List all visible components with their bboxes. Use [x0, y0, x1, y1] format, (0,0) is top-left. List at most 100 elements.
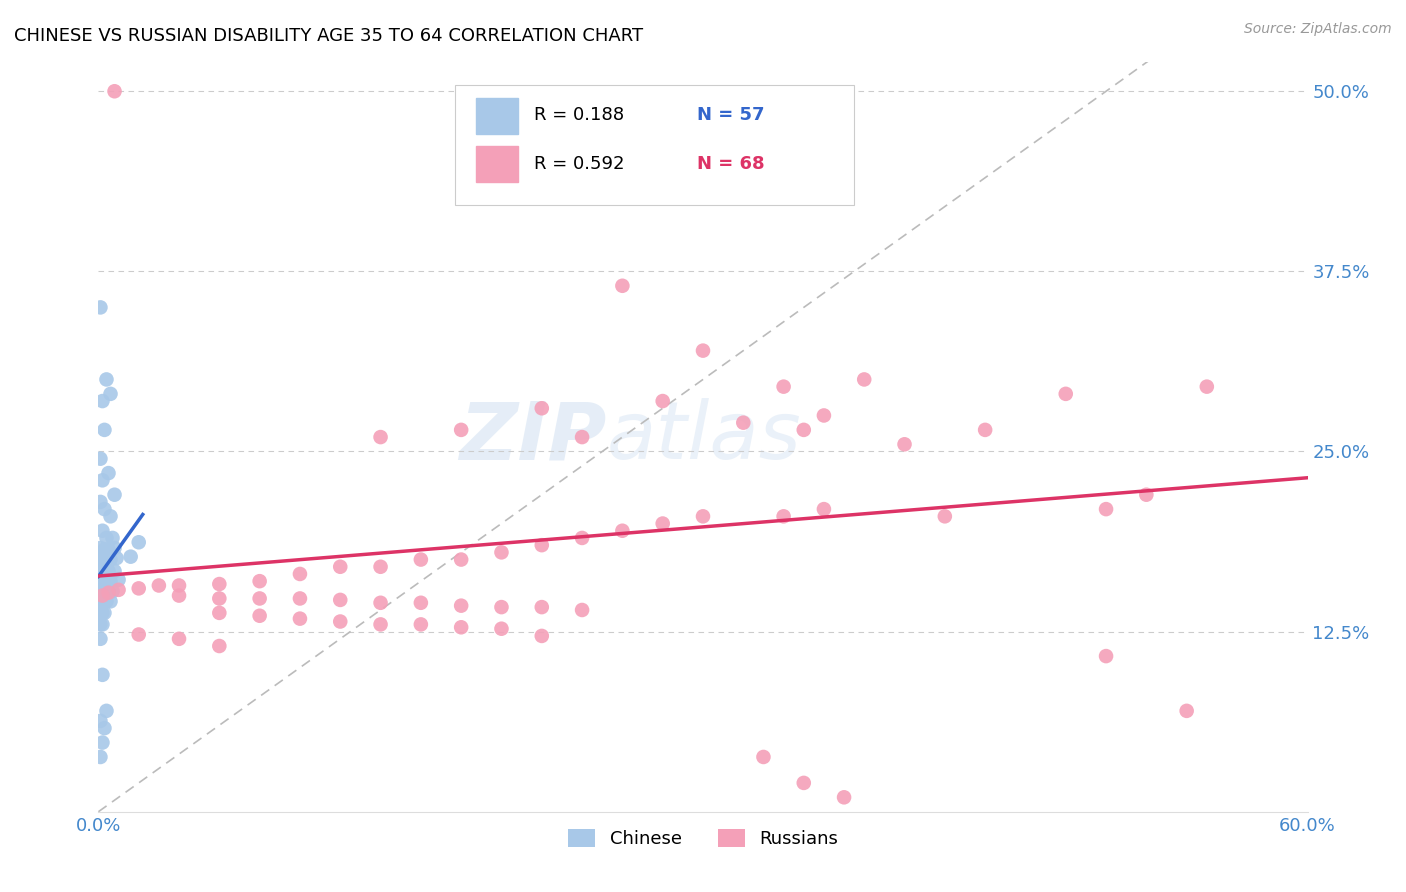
Point: [91, 524, 114, 538]
Point: [91, 735, 114, 749]
Point: [249, 574, 271, 589]
Point: [89, 714, 111, 728]
Point: [491, 622, 513, 636]
Point: [97, 585, 120, 599]
Point: [530, 600, 553, 615]
Point: [101, 584, 124, 599]
Point: [89, 563, 111, 577]
Point: [89, 632, 111, 646]
Point: [934, 509, 956, 524]
Point: [128, 535, 150, 549]
Point: [100, 594, 122, 608]
Point: [96, 372, 118, 386]
Point: [612, 524, 634, 538]
Point: [93, 584, 115, 599]
Point: [89, 301, 111, 315]
Text: CHINESE VS RUSSIAN DISABILITY AGE 35 TO 64 CORRELATION CHART: CHINESE VS RUSSIAN DISABILITY AGE 35 TO …: [14, 27, 643, 45]
Point: [100, 387, 122, 401]
Point: [733, 416, 755, 430]
Point: [793, 423, 815, 437]
Point: [692, 343, 714, 358]
Point: [91, 394, 114, 409]
Point: [409, 552, 432, 566]
Point: [329, 615, 352, 629]
Point: [93, 721, 115, 735]
Point: [97, 584, 120, 599]
Point: [288, 612, 311, 626]
Point: [105, 551, 128, 566]
Point: [530, 538, 553, 552]
Point: [91, 574, 114, 589]
Point: [93, 502, 115, 516]
Point: [370, 430, 392, 444]
Point: [571, 430, 593, 444]
Point: [91, 668, 114, 682]
Point: [530, 629, 553, 643]
Point: [93, 564, 115, 578]
Point: [813, 502, 835, 516]
Point: [1095, 649, 1118, 664]
Text: N = 57: N = 57: [697, 106, 765, 124]
Point: [167, 578, 190, 592]
Point: [128, 582, 150, 596]
Point: [89, 451, 111, 466]
Point: [93, 542, 115, 557]
Point: [651, 394, 673, 409]
Point: [89, 594, 111, 608]
Point: [100, 509, 122, 524]
Point: [571, 603, 593, 617]
Text: Source: ZipAtlas.com: Source: ZipAtlas.com: [1244, 22, 1392, 37]
Point: [1175, 704, 1198, 718]
Point: [97, 542, 120, 557]
Point: [107, 582, 129, 597]
Point: [370, 617, 392, 632]
Text: R = 0.188: R = 0.188: [534, 106, 624, 124]
Point: [100, 552, 122, 566]
Point: [450, 620, 472, 634]
Point: [530, 178, 553, 192]
Point: [772, 379, 794, 393]
Point: [329, 593, 352, 607]
Point: [530, 401, 553, 416]
Point: [101, 531, 124, 545]
Point: [571, 531, 593, 545]
Point: [752, 750, 775, 764]
Point: [612, 278, 634, 293]
Point: [91, 584, 114, 599]
Point: [1195, 379, 1218, 393]
Point: [97, 564, 120, 578]
Point: [893, 437, 915, 451]
Point: [370, 596, 392, 610]
Point: [1054, 387, 1077, 401]
Point: [450, 599, 472, 613]
Point: [103, 564, 125, 578]
Point: [692, 509, 714, 524]
Point: [832, 790, 855, 805]
Point: [208, 606, 231, 620]
Point: [813, 409, 835, 423]
Point: [409, 617, 432, 632]
Point: [288, 566, 311, 581]
Point: [91, 552, 114, 566]
Point: [91, 617, 114, 632]
Point: [89, 750, 111, 764]
Point: [329, 559, 352, 574]
Point: [97, 466, 120, 480]
Point: [89, 584, 111, 599]
Point: [793, 776, 815, 790]
Point: [450, 423, 472, 437]
Bar: [475, 146, 517, 182]
Point: [89, 552, 111, 566]
Point: [103, 541, 125, 555]
Point: [91, 606, 114, 620]
Point: [96, 704, 118, 718]
Point: [208, 577, 231, 591]
Point: [89, 574, 111, 589]
Point: [974, 423, 997, 437]
Point: [208, 639, 231, 653]
Point: [89, 606, 111, 620]
Point: [1135, 488, 1157, 502]
Point: [450, 552, 472, 566]
Point: [288, 591, 311, 606]
Point: [249, 608, 271, 623]
